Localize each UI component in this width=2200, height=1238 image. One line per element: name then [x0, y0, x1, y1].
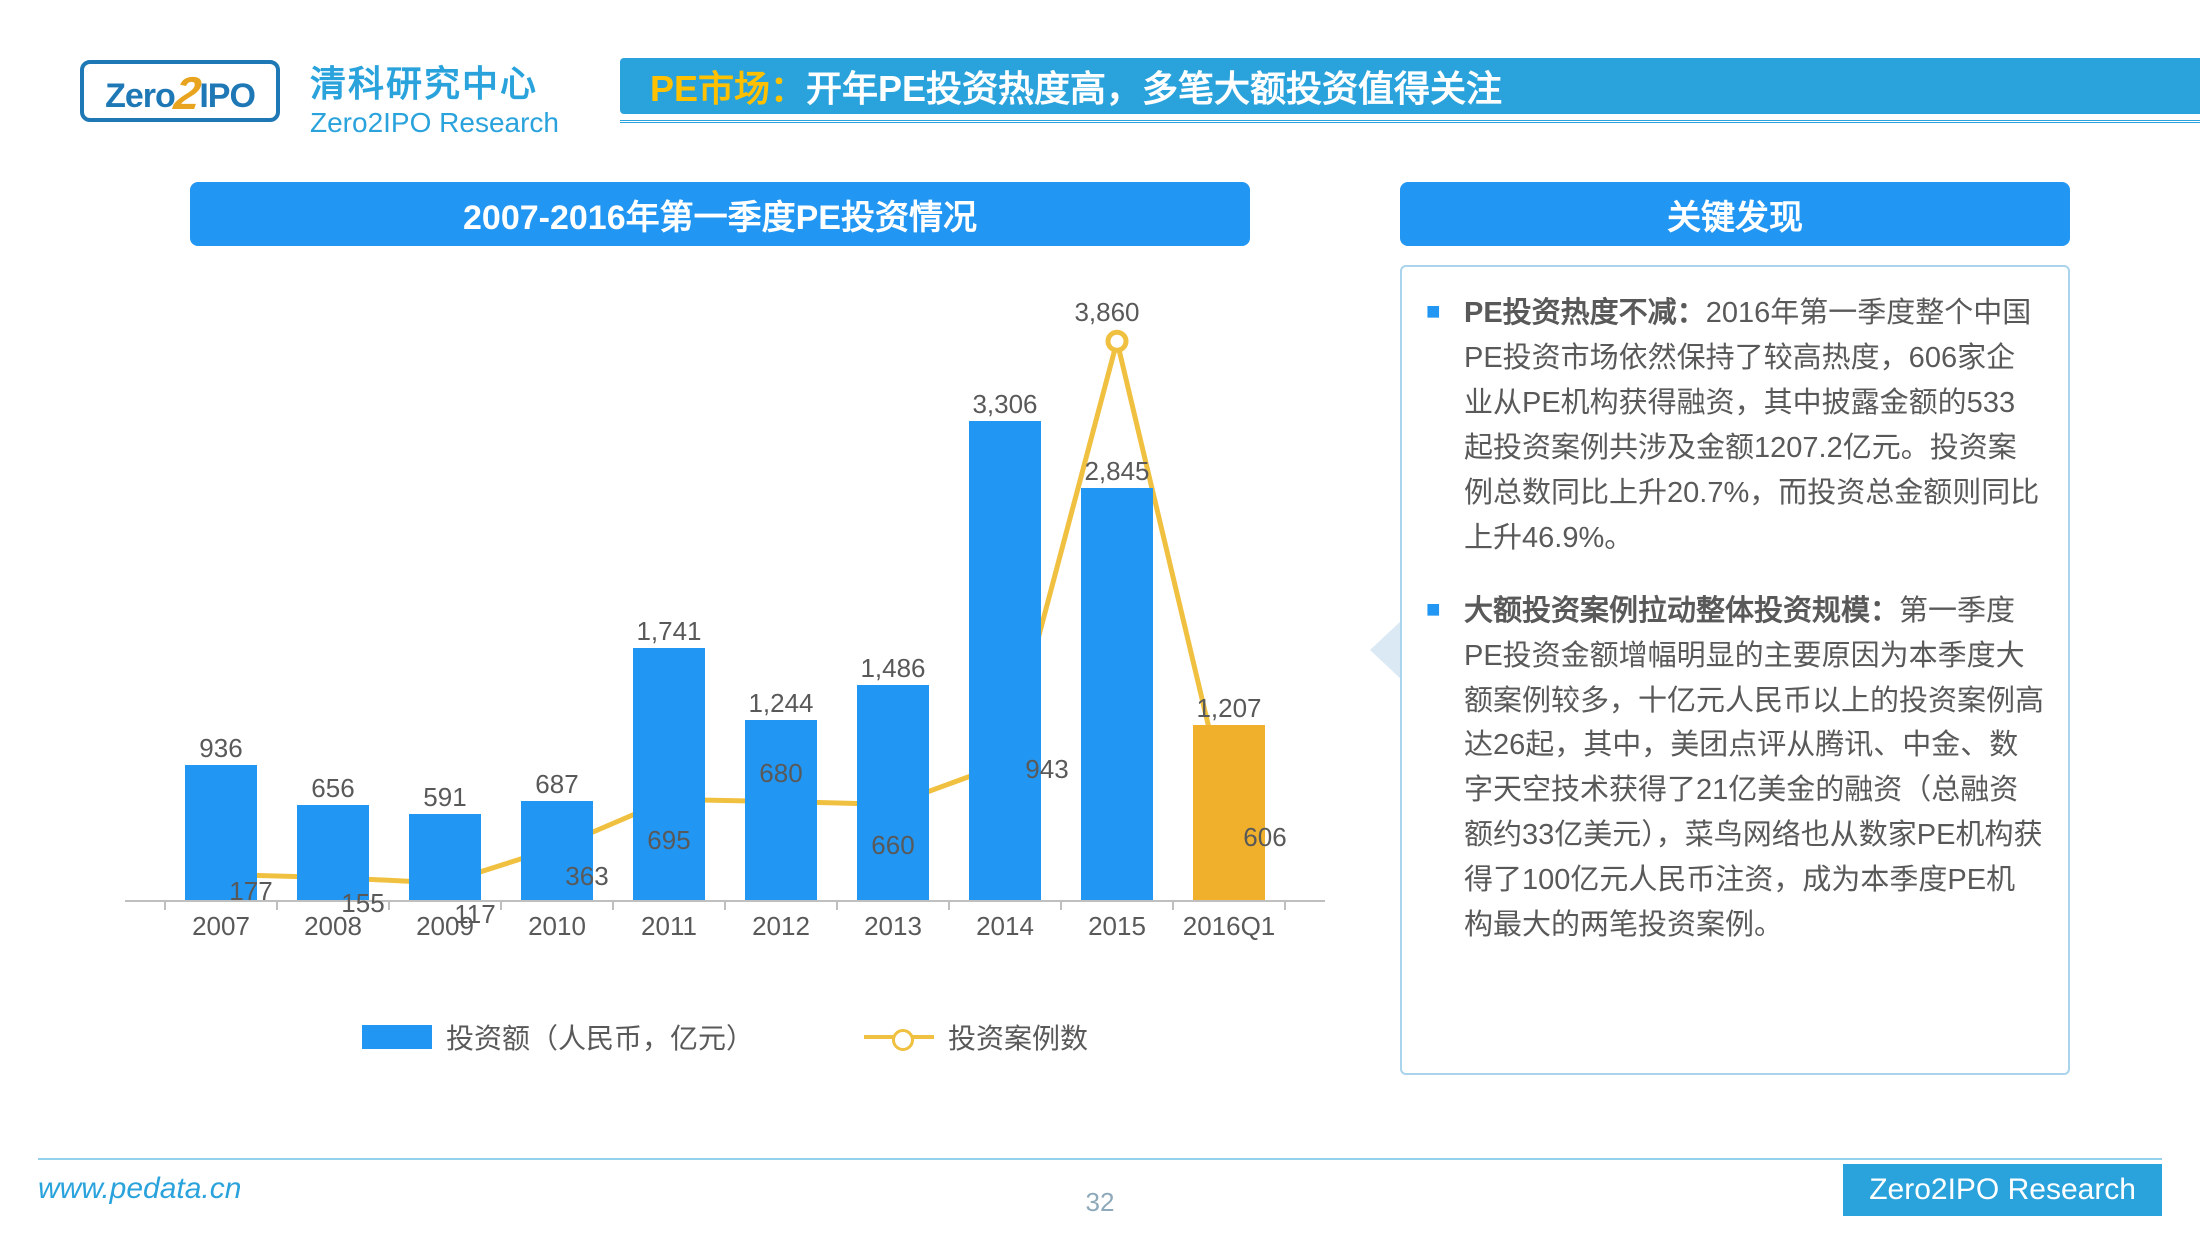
org-cn: 清科研究中心: [310, 55, 559, 107]
line-value-label: 3,860: [1047, 297, 1167, 328]
findings-item: 大额投资案例拉动整体投资规模：第一季度PE投资金额增幅明显的主要原因为本季度大额…: [1426, 589, 2044, 949]
category-label: 2007: [161, 911, 281, 942]
findings-text: 2016年第一季度整个中国PE投资市场依然保持了较高热度，606家企业从PE机构…: [1464, 297, 2039, 554]
bar-value-label: 591: [385, 782, 505, 813]
bar-value-label: 1,244: [721, 688, 841, 719]
title-prefix: PE市场：: [650, 60, 806, 112]
findings-box: PE投资热度不减：2016年第一季度整个中国PE投资市场依然保持了较高热度，60…: [1400, 265, 2070, 1075]
logo-text: Zero2IPO: [105, 64, 255, 118]
bar-value-label: 2,845: [1057, 456, 1177, 487]
legend-bar-swatch: [362, 1025, 432, 1049]
line-value-label: 943: [987, 754, 1107, 785]
line-value-label: 155: [303, 888, 423, 919]
slide-title-bar: PE市场： 开年PE投资热度高，多笔大额投资值得关注: [620, 58, 2200, 114]
findings-text: 第一季度PE投资金额增幅明显的主要原因为本季度大额案例较多，十亿元人民币以上的投…: [1464, 595, 2044, 942]
findings-pointer: [1370, 620, 1402, 680]
chart-legend: 投资额（人民币，亿元） 投资案例数: [105, 1007, 1345, 1067]
line-value-label: 660: [833, 830, 953, 861]
legend-line-item: 投资案例数: [864, 1017, 1088, 1057]
bar: [745, 720, 817, 900]
line-value-label: 606: [1205, 822, 1325, 853]
logo: Zero2IPO: [80, 60, 280, 122]
bar-value-label: 1,486: [833, 653, 953, 684]
org-en: Zero2IPO Research: [310, 107, 559, 139]
category-label: 2012: [721, 911, 841, 942]
legend-bar-label: 投资额（人民币，亿元）: [446, 1017, 754, 1057]
bar: [1193, 725, 1265, 900]
category-label: 2013: [833, 911, 953, 942]
line-value-label: 117: [415, 899, 535, 930]
bar-value-label: 1,741: [609, 616, 729, 647]
chart: 93620076562008591200968720101,74120111,2…: [105, 282, 1345, 1067]
bar-value-label: 1,207: [1169, 693, 1289, 724]
legend-line-swatch: [864, 1035, 934, 1039]
bar-value-label: 687: [497, 769, 617, 800]
category-label: 2015: [1057, 911, 1177, 942]
findings-title: 关键发现: [1400, 182, 2070, 246]
axis-tick: [612, 902, 614, 910]
footer-badge: Zero2IPO Research: [1843, 1164, 2162, 1216]
line-value-label: 680: [721, 758, 841, 789]
bar: [969, 421, 1041, 900]
logo-right: IPO: [199, 77, 255, 115]
bar: [1081, 488, 1153, 900]
bar-value-label: 656: [273, 773, 393, 804]
title-underline: [620, 120, 2200, 123]
line-marker: [1108, 332, 1126, 350]
category-label: 2014: [945, 911, 1065, 942]
org-block: 清科研究中心 Zero2IPO Research: [310, 55, 559, 139]
line-value-label: 363: [527, 861, 647, 892]
line-value-label: 695: [609, 825, 729, 856]
axis-tick: [1172, 902, 1174, 910]
line-value-label: 177: [191, 876, 311, 907]
axis-tick: [836, 902, 838, 910]
legend-bar-item: 投资额（人民币，亿元）: [362, 1017, 754, 1057]
bar-value-label: 3,306: [945, 389, 1065, 420]
footer-divider: [38, 1158, 2162, 1160]
category-label: 2016Q1: [1169, 911, 1289, 942]
findings-list: PE投资热度不减：2016年第一季度整个中国PE投资市场依然保持了较高热度，60…: [1426, 291, 2044, 948]
axis-tick: [164, 902, 166, 910]
axis-tick: [1284, 902, 1286, 910]
bar: [857, 685, 929, 900]
findings-bold: 大额投资案例拉动整体投资规模：: [1464, 595, 1899, 627]
logo-left: Zero: [105, 77, 175, 115]
axis-tick: [1060, 902, 1062, 910]
category-label: 2011: [609, 911, 729, 942]
axis-tick: [724, 902, 726, 910]
chart-title: 2007-2016年第一季度PE投资情况: [190, 182, 1250, 246]
legend-line-label: 投资案例数: [948, 1017, 1088, 1057]
title-rest: 开年PE投资热度高，多笔大额投资值得关注: [806, 60, 1502, 112]
findings-bold: PE投资热度不减：: [1464, 297, 1706, 329]
slide: Zero2IPO 清科研究中心 Zero2IPO Research PE市场： …: [0, 0, 2200, 1238]
chart-plot: 93620076562008591200968720101,74120111,2…: [125, 282, 1325, 947]
findings-item: PE投资热度不减：2016年第一季度整个中国PE投资市场依然保持了较高热度，60…: [1426, 291, 2044, 561]
bar-value-label: 936: [161, 733, 281, 764]
axis-tick: [948, 902, 950, 910]
